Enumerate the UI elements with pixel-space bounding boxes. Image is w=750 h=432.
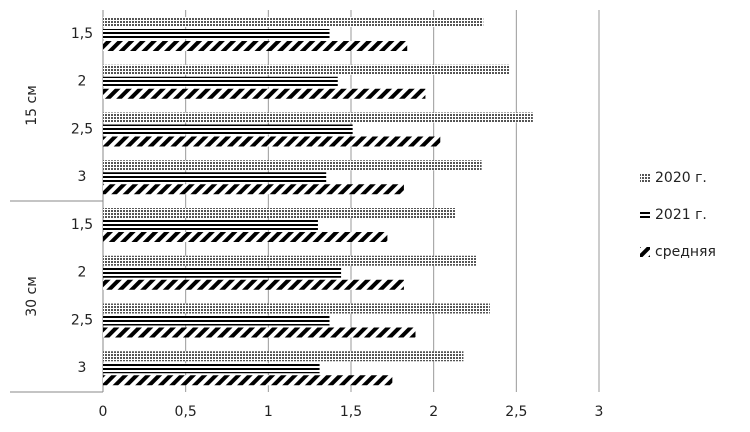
legend-swatch	[640, 173, 650, 183]
bar	[103, 112, 533, 123]
bar	[103, 136, 441, 147]
bar	[103, 232, 388, 242]
bar	[103, 315, 330, 326]
y-tick-label: 2	[78, 265, 87, 281]
bar	[103, 172, 327, 183]
bar	[103, 220, 318, 230]
x-tick-label: 1,5	[340, 404, 362, 420]
bar	[103, 88, 426, 99]
bar	[103, 363, 320, 374]
x-tick-label: 0,5	[175, 404, 197, 420]
bar	[103, 29, 330, 39]
bar	[103, 255, 477, 266]
bar	[103, 41, 408, 51]
x-tick-label: 0	[99, 404, 108, 420]
bar	[103, 64, 510, 75]
bar	[103, 17, 484, 27]
legend-label: средняя	[655, 244, 716, 260]
group-label: 15 см	[24, 85, 40, 126]
y-tick-label: 2	[78, 74, 87, 90]
x-tick-label: 2,5	[505, 404, 527, 420]
y-tick-label: 2,5	[71, 312, 93, 328]
legend-label: 2020 г.	[655, 170, 707, 186]
y-tick-label: 2,5	[71, 121, 93, 137]
bar	[103, 267, 342, 278]
legend-label: 2021 г.	[655, 207, 707, 223]
bar	[103, 160, 482, 171]
legend-swatch	[640, 247, 650, 257]
bar	[103, 279, 404, 290]
x-tick-label: 2	[429, 404, 438, 420]
y-tick-label: 1,5	[71, 26, 93, 42]
y-tick-label: 3	[78, 169, 87, 185]
bar	[103, 124, 353, 135]
bar	[103, 375, 393, 386]
bar	[103, 184, 404, 195]
y-tick-label: 1,5	[71, 217, 93, 233]
x-tick-label: 3	[595, 404, 604, 420]
group-label: 30 см	[24, 276, 40, 317]
bar	[103, 208, 456, 218]
bar	[103, 327, 416, 338]
bar	[103, 351, 464, 362]
x-tick-label: 1	[264, 404, 273, 420]
bar	[103, 76, 338, 87]
y-tick-label: 3	[78, 360, 87, 376]
legend-swatch	[640, 210, 650, 220]
bar	[103, 303, 490, 314]
